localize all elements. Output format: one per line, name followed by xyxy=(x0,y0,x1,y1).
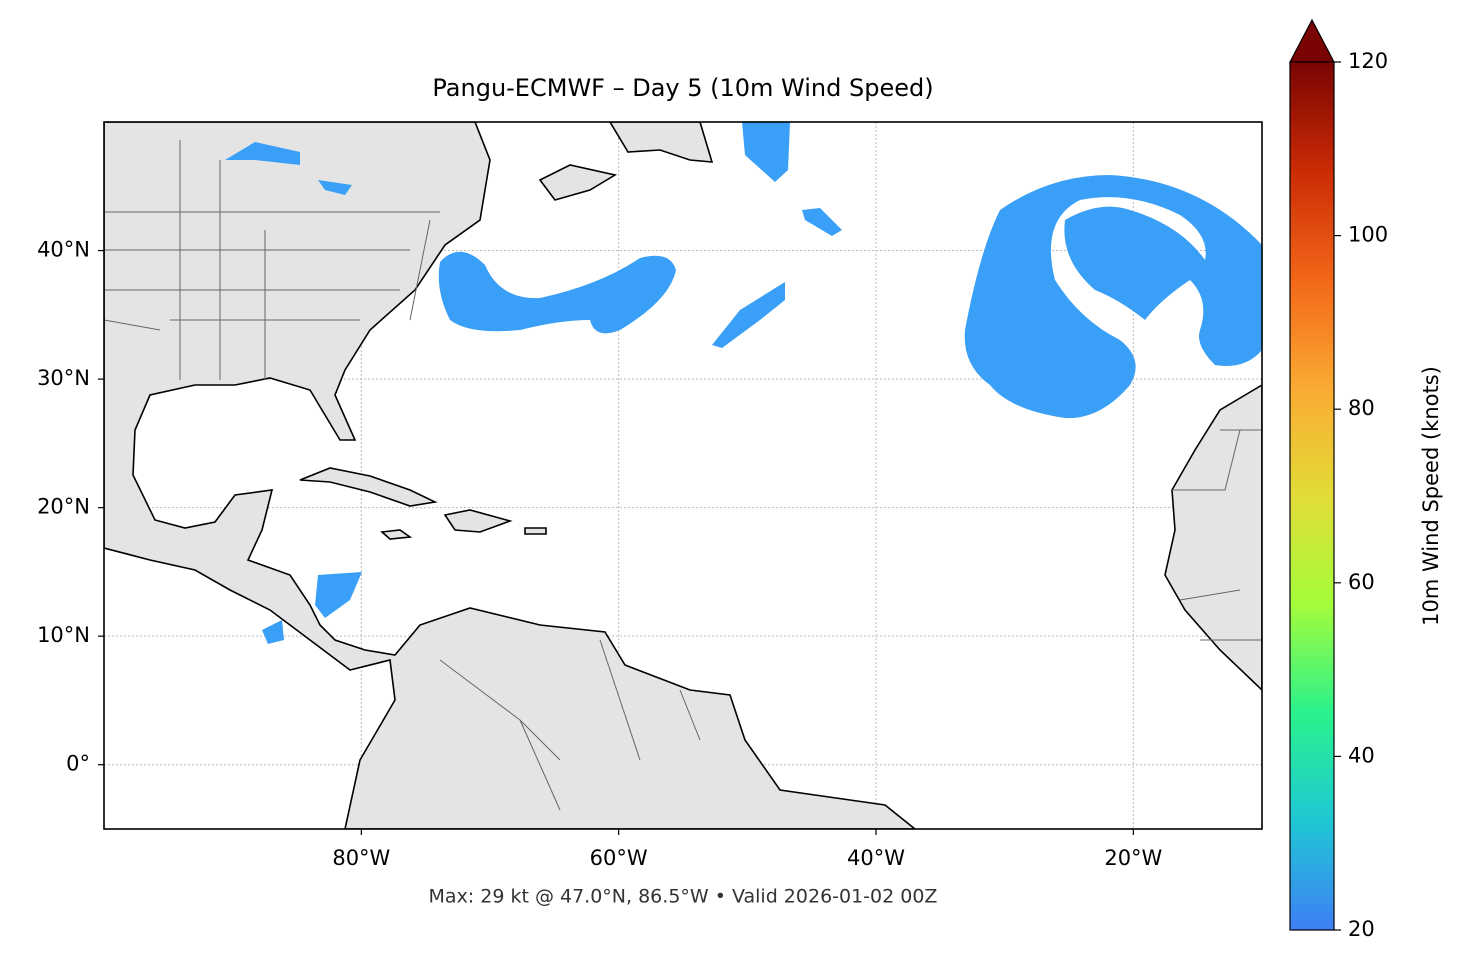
colorbar-tick-label: 40 xyxy=(1348,743,1375,767)
land xyxy=(299,467,438,507)
y-tick-label: 40°N xyxy=(37,238,90,262)
wind-field xyxy=(225,122,1262,644)
colorbar xyxy=(1289,61,1335,931)
colorbar-tick-label: 120 xyxy=(1348,49,1388,73)
map xyxy=(104,122,1262,829)
colorbar-label: 10m Wind Speed (knots) xyxy=(1419,366,1443,626)
colorbar-tick-label: 20 xyxy=(1348,917,1375,941)
land xyxy=(524,527,547,535)
land xyxy=(538,164,618,201)
borders xyxy=(104,140,1262,811)
plot-frame xyxy=(103,121,1263,830)
land xyxy=(104,122,917,829)
x-tick-label: 60°W xyxy=(590,846,648,870)
land xyxy=(380,529,413,540)
land xyxy=(1164,384,1262,692)
x-tick-label: 80°W xyxy=(332,846,390,870)
colorbar-extend xyxy=(1289,18,1335,63)
x-tick-label: 20°W xyxy=(1104,846,1162,870)
y-tick-label: 30°N xyxy=(37,366,90,390)
land xyxy=(443,509,513,533)
chart-title: Pangu-ECMWF – Day 5 (10m Wind Speed) xyxy=(432,74,933,102)
footnote: Max: 29 kt @ 47.0°N, 86.5°W • Valid 2026… xyxy=(429,886,938,908)
y-tick-label: 10°N xyxy=(37,623,90,647)
x-tick-label: 40°W xyxy=(847,846,905,870)
y-tick-label: 20°N xyxy=(37,495,90,519)
y-tick-label: 0° xyxy=(66,752,90,776)
colorbar-tick-label: 80 xyxy=(1348,396,1375,420)
colorbar-tick-label: 100 xyxy=(1348,223,1388,247)
colorbar-tick-label: 60 xyxy=(1348,570,1375,594)
land xyxy=(609,122,714,163)
